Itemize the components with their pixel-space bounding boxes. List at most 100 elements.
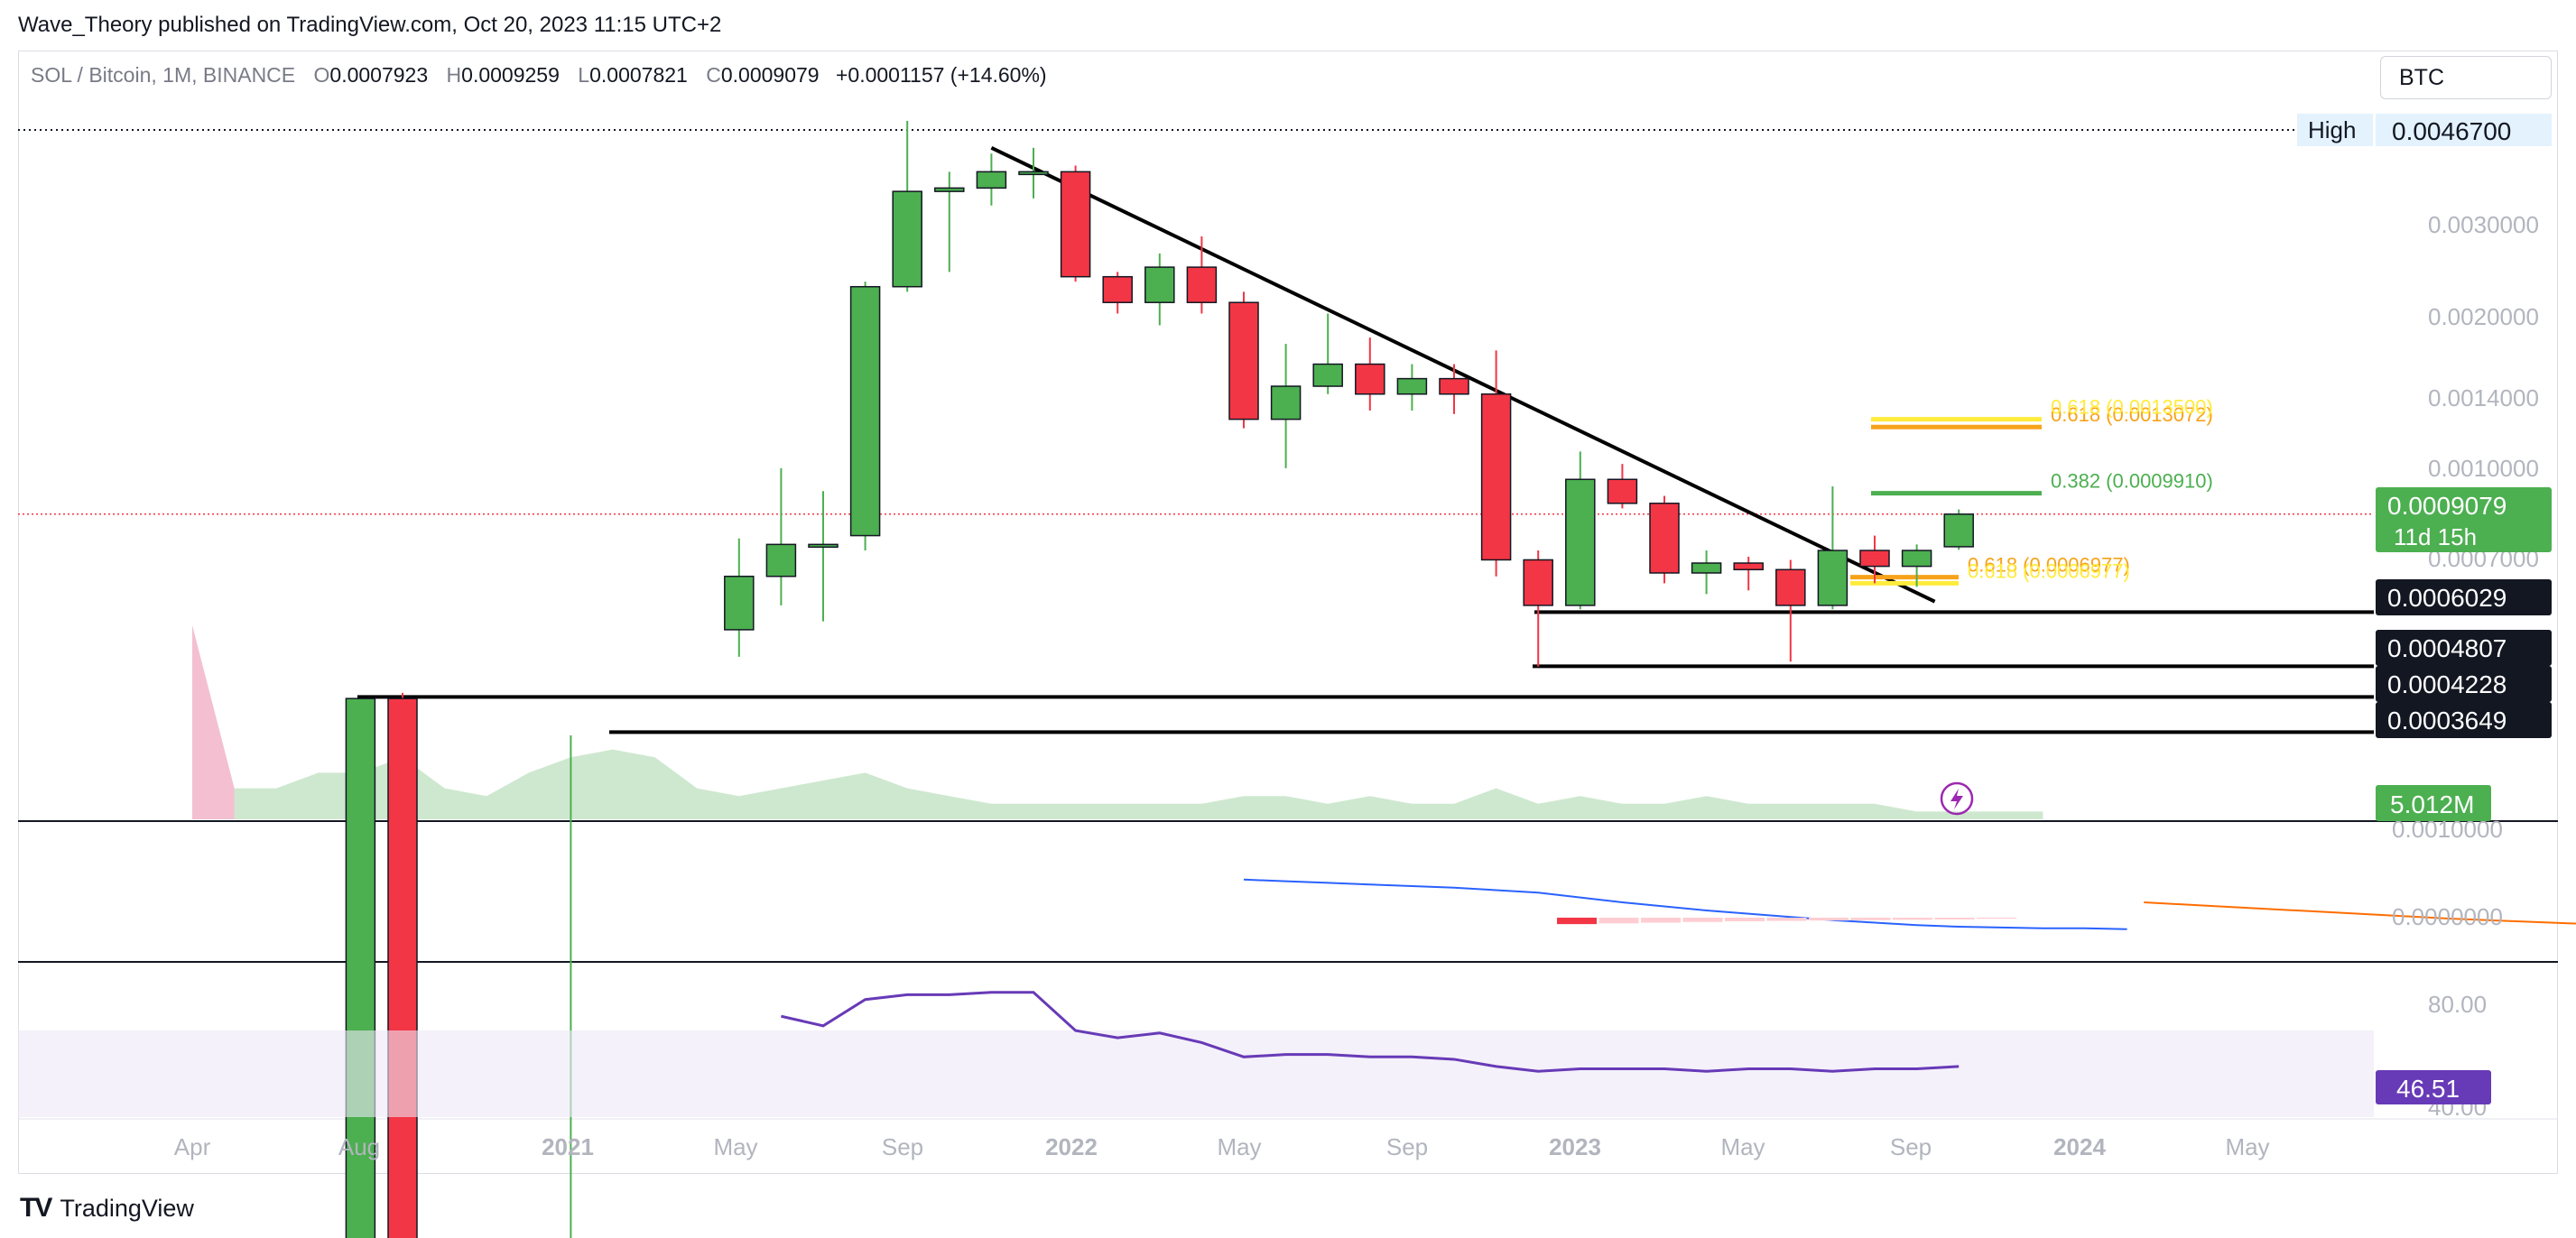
x-tick-label: May: [1217, 1133, 1261, 1160]
candle-body: [1312, 363, 1343, 387]
candle-body: [1733, 562, 1764, 571]
fib-level-label: 0.618 (0.0006977): [1968, 554, 2130, 577]
open-value: 0.0007923: [329, 63, 429, 87]
price-tag-countdown: 11d 15h: [2394, 523, 2477, 550]
candle-body: [1859, 550, 1890, 568]
publisher-header: Wave_Theory published on TradingView.com…: [18, 13, 722, 37]
rsi-tag-box: [2376, 1070, 2491, 1104]
price-tag-value: 0.0006029: [2387, 584, 2507, 612]
candle-body: [1018, 171, 1049, 176]
price-tag-value: 0.0009079: [2387, 492, 2507, 520]
candle-body: [345, 698, 376, 1238]
x-tick-label: May: [1720, 1133, 1765, 1160]
rsi-band: [18, 1030, 2374, 1117]
candle-body: [724, 575, 755, 631]
high-value: 0.0046700: [2392, 117, 2511, 145]
candle-body: [849, 285, 881, 537]
candle-body: [892, 190, 922, 288]
candle-body: [1186, 266, 1218, 303]
candle-body: [1775, 568, 1806, 606]
candle-body: [1060, 171, 1091, 278]
lightning-icon-glyph: [1951, 789, 1963, 809]
price-tag-box: [2376, 702, 2552, 738]
y-tick-label: 0.0020000: [2428, 303, 2539, 330]
candle-body: [1943, 513, 1974, 548]
low-label: L: [578, 63, 590, 87]
candle-body: [765, 543, 797, 577]
volume-tag-value: 5.012M: [2390, 790, 2474, 818]
candle-body: [1901, 550, 1932, 568]
candle-body: [1396, 377, 1428, 395]
x-tick-label: May: [2225, 1133, 2269, 1160]
candle-body: [1565, 478, 1596, 606]
macd-y-tick-label: 0.0000000: [2392, 903, 2503, 930]
currency-button[interactable]: BTC: [2380, 56, 2552, 99]
high-label: H: [446, 63, 462, 87]
symbol-legend: SOL / Bitcoin, 1M, BINANCE O0.0007923 H0…: [31, 63, 1047, 88]
lightning-icon: [1940, 781, 1974, 816]
x-tick-label: 2023: [1549, 1133, 1601, 1160]
volume-spike: [192, 625, 235, 819]
candle-body: [387, 698, 418, 1238]
y-tick-label: 0.0014000: [2428, 384, 2539, 411]
price-tag-box: [2376, 666, 2552, 702]
macd-histogram-bar: [1641, 918, 1681, 923]
signal-line: [2144, 901, 2576, 925]
symbol-title[interactable]: SOL / Bitcoin, 1M, BINANCE: [31, 63, 296, 87]
macd-histogram-bar: [1850, 918, 1891, 920]
trendline: [990, 146, 1936, 604]
candle-body: [1817, 550, 1849, 606]
change-value: +0.0001157 (+14.60%): [835, 63, 1047, 87]
rsi-tag-value: 46.51: [2396, 1075, 2460, 1103]
candle-body: [1144, 266, 1175, 303]
macd-histogram-bar: [1557, 918, 1597, 925]
footer: TV TradingView: [20, 1193, 194, 1224]
tradingview-logo-icon[interactable]: TV: [20, 1193, 52, 1223]
rsi-line: [781, 991, 1960, 1073]
candle-body: [1270, 385, 1302, 420]
candle-body: [1102, 275, 1133, 303]
fib-level-label: 0.618 (0.0013072): [2051, 403, 2213, 426]
macd-histogram-bar: [1598, 918, 1639, 924]
candle-body: [976, 171, 1007, 189]
chart-frame: [18, 51, 2558, 1174]
candle-body: [1649, 503, 1680, 574]
low-value: 0.0007821: [589, 63, 688, 87]
candle-body: [1607, 478, 1638, 504]
candle-body: [1523, 559, 1553, 606]
price-tag-value: 0.0004228: [2387, 670, 2507, 698]
price-tag-box: [2376, 630, 2552, 666]
macd-histogram-bar: [1766, 918, 1807, 921]
macd-histogram-bar: [1934, 918, 1975, 919]
fib-level-label: 0.618 (0.0006977): [1968, 559, 2130, 582]
price-tag-value: 0.0003649: [2387, 707, 2507, 734]
fib-level-label: 0.382 (0.0009910): [2051, 470, 2213, 493]
x-tick-label: Sep: [882, 1133, 923, 1160]
x-tick-label: Aug: [338, 1133, 380, 1160]
x-tick-label: Sep: [1386, 1133, 1428, 1160]
close-value: 0.0009079: [720, 63, 820, 87]
macd-histogram-bar: [1977, 918, 2016, 919]
x-tick-label: Apr: [174, 1133, 211, 1160]
macd-line: [1243, 878, 2127, 930]
candle-body: [1355, 363, 1385, 395]
close-label: C: [706, 63, 721, 87]
x-tick-label: Sep: [1890, 1133, 1932, 1160]
footer-brand[interactable]: TradingView: [60, 1194, 194, 1222]
x-tick-label: 2022: [1045, 1133, 1098, 1160]
macd-histogram-bar: [1809, 918, 1849, 921]
x-tick-label: May: [713, 1133, 757, 1160]
candle-body: [1228, 301, 1259, 420]
candle-body: [1480, 393, 1512, 561]
candle-body: [1439, 377, 1469, 395]
price-tag-box: [2376, 487, 2552, 552]
price-tag-box: [2376, 579, 2552, 615]
rsi-y-tick-label: 80.00: [2428, 991, 2487, 1018]
high-value-box: [2376, 114, 2552, 146]
price-tag-value: 0.0004807: [2387, 634, 2507, 662]
candle-body: [934, 187, 965, 192]
y-tick-label: 0.0030000: [2428, 211, 2539, 238]
candle-body: [1691, 562, 1722, 574]
macd-histogram-bar: [1725, 918, 1765, 921]
